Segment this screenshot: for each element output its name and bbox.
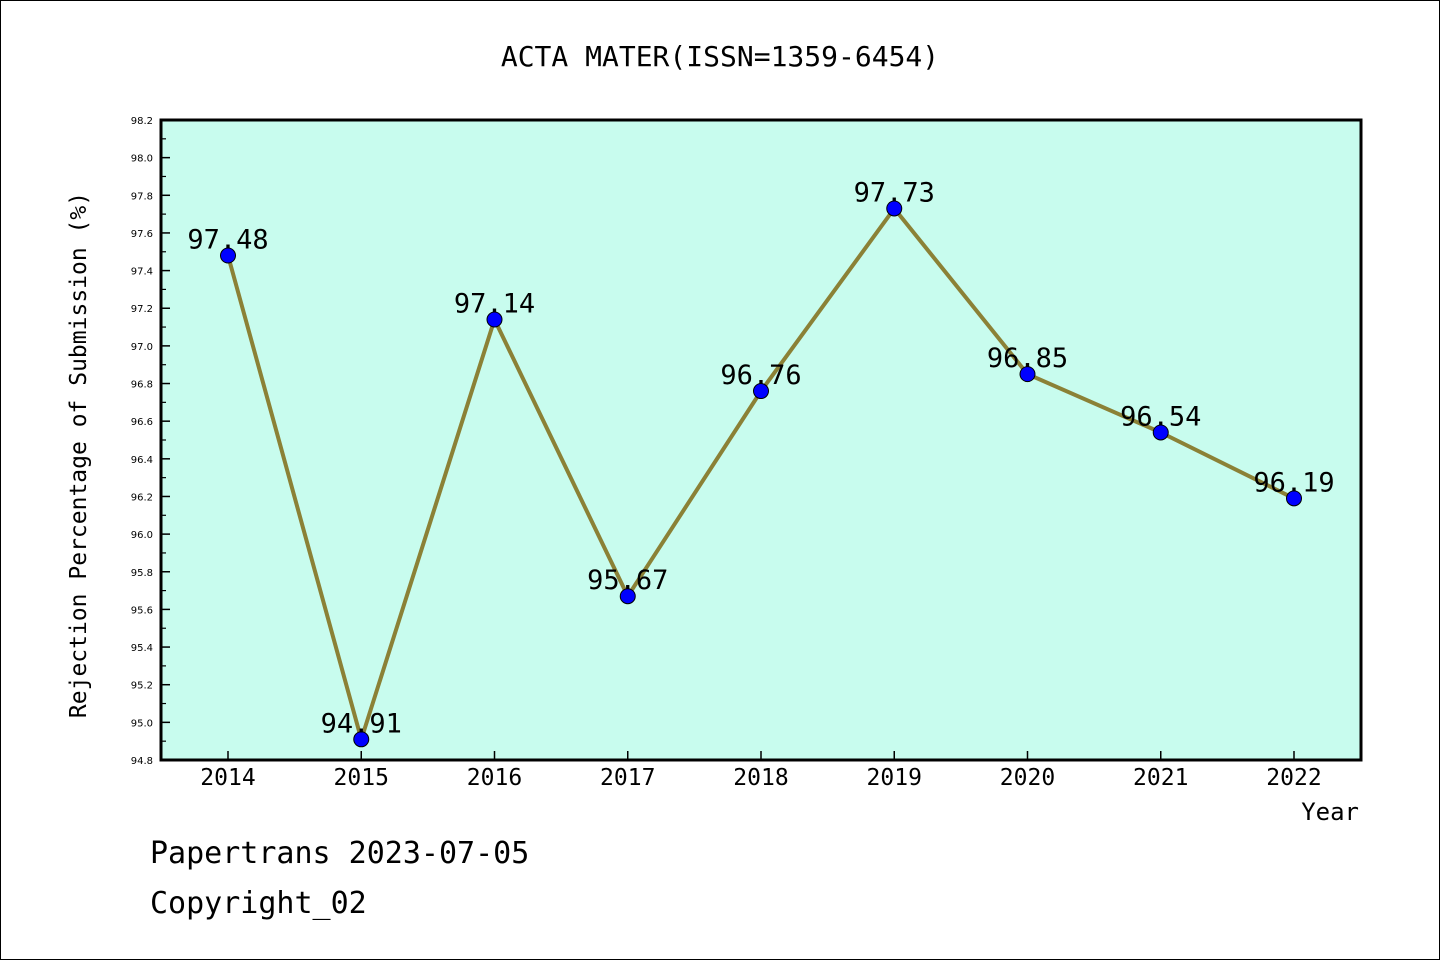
x-axis-label: Year	[1301, 798, 1359, 826]
data-point	[486, 311, 503, 328]
x-tick-label: 2021	[1133, 765, 1188, 791]
x-tick-label: 2020	[1000, 765, 1055, 791]
y-tick-label: 97.6	[131, 229, 153, 240]
y-tick-label: 96.2	[131, 492, 153, 503]
y-tick-label: 98.2	[131, 116, 153, 127]
data-point	[1152, 424, 1169, 441]
data-label: 97.73	[854, 177, 935, 208]
y-axis-ticks: 94.8 95.0 95.2 95.4 95.6 95.8 96.0 96.2 96.4 96.6…	[131, 116, 170, 767]
x-tick-label: 2016	[467, 765, 522, 791]
x-tick-label: 2018	[733, 765, 788, 791]
data-label: 95.67	[587, 565, 668, 596]
y-tick-label: 95.0	[131, 718, 153, 729]
data-labels: 97.48 94.91 97.14 95.67 96.76 97.73 96.85 96.54…	[187, 177, 1334, 739]
chart-title: ACTA MATER(ISSN=1359-6454)	[501, 40, 939, 73]
x-axis-ticks: 2014 2015 2016 2017 2018 2019 2020 2021 2022	[200, 751, 1322, 791]
data-label: 96.85	[987, 343, 1068, 374]
y-tick-label: 96.6	[131, 417, 153, 428]
data-label: 96.76	[720, 360, 801, 391]
y-tick-label: 94.8	[131, 756, 153, 767]
y-tick-label: 96.8	[131, 380, 153, 391]
data-point	[886, 200, 903, 217]
y-tick-label: 97.0	[131, 342, 153, 353]
y-tick-label: 96.4	[131, 455, 153, 466]
y-tick-label: 95.4	[131, 643, 153, 654]
y-tick-label: 97.8	[131, 191, 153, 202]
y-tick-label: 98.0	[131, 154, 153, 165]
data-label: 96.19	[1253, 467, 1334, 498]
x-tick-label: 2014	[200, 765, 255, 791]
y-tick-label: 97.4	[131, 267, 153, 278]
data-point	[220, 247, 236, 264]
data-point	[753, 383, 769, 400]
y-tick-label: 95.8	[131, 568, 153, 579]
y-tick-label: 95.2	[131, 681, 153, 692]
y-tick-label: 97.2	[131, 304, 153, 315]
data-point	[619, 588, 636, 605]
data-label: 97.48	[187, 225, 268, 256]
footer-date-text: Papertrans 2023-07-05	[150, 836, 530, 871]
y-tick-label: 95.6	[131, 605, 153, 616]
data-point	[353, 731, 370, 748]
x-tick-label: 2017	[600, 765, 655, 791]
data-label: 94.91	[321, 708, 402, 739]
data-point	[1286, 490, 1302, 507]
data-markers	[220, 200, 1302, 748]
x-tick-label: 2019	[867, 765, 922, 791]
y-axis-label: Rejection Percentage of Submission (%)	[66, 192, 92, 718]
x-tick-label: 2022	[1266, 765, 1321, 791]
data-label: 97.14	[454, 289, 535, 320]
data-label: 96.54	[1120, 401, 1201, 432]
y-tick-label: 96.0	[131, 530, 153, 541]
footer-copyright-text: Copyright_02	[150, 886, 367, 921]
data-point	[1019, 366, 1036, 383]
x-tick-label: 2015	[334, 765, 389, 791]
